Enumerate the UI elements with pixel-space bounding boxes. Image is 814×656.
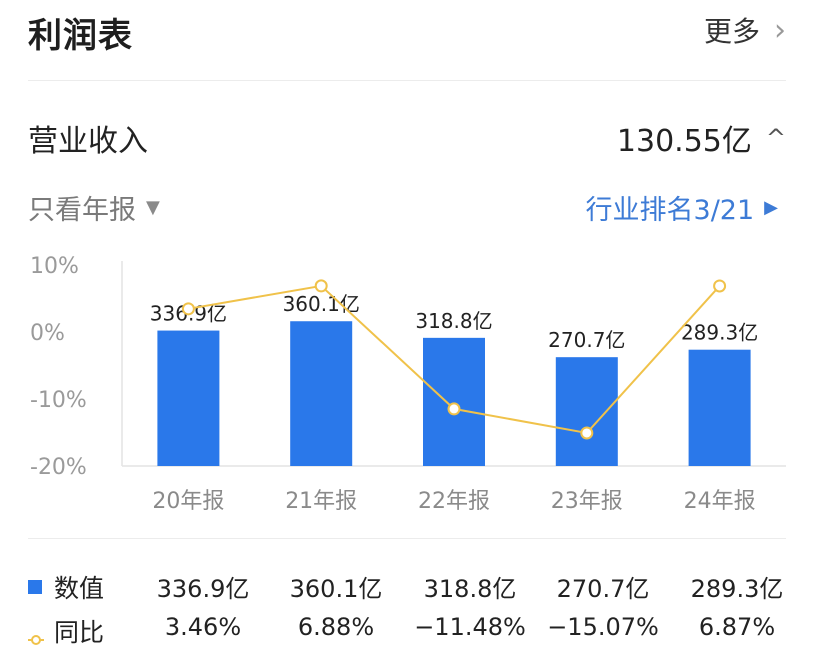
yoy-cell: −11.48% [414, 613, 526, 641]
industry-rank-link[interactable]: 行业排名3/21 ▶ [586, 188, 778, 227]
x-tick-label: 23年报 [551, 489, 623, 514]
yoy-point [713, 279, 727, 293]
bar-value-label: 318.8亿 [415, 309, 492, 333]
x-tick-label: 24年报 [684, 489, 756, 514]
metric-value: 130.55亿 [616, 124, 752, 159]
value-cell: 360.1亿 [289, 575, 383, 603]
metric-value-group[interactable]: 130.55亿 ^ [617, 116, 786, 160]
value-cell: 336.9亿 [156, 575, 250, 603]
y-tick-label: 0% [30, 321, 65, 346]
value-cell: 289.3亿 [690, 575, 784, 603]
x-tick-label: 20年报 [152, 489, 224, 514]
y-tick-label: -10% [30, 388, 87, 413]
data-legend-table: 数值 336.9亿 360.1亿 318.8亿 270.7亿 289.3亿 同比… [28, 538, 786, 647]
triangle-down-icon: ▼ [146, 197, 160, 218]
bar [423, 337, 485, 466]
rank-label: 行业排名3/21 [585, 195, 755, 226]
metric-label: 营业收入 [28, 124, 148, 159]
filter-label: 只看年报 [28, 195, 136, 226]
bar [157, 330, 220, 466]
line-dot-icon [28, 624, 44, 645]
legend-row-value: 数值 336.9亿 360.1亿 318.8亿 270.7亿 289.3亿 [28, 565, 786, 605]
x-tick-label: 22年报 [418, 489, 490, 514]
bar-square-icon [28, 580, 42, 594]
y-tick-label: 10% [30, 254, 79, 279]
legend-label: 同比 [54, 618, 105, 647]
bar-value-label: 360.1亿 [283, 292, 360, 316]
yoy-cell: 3.46% [164, 613, 242, 641]
bar-value-label: 289.3亿 [681, 321, 758, 345]
legend-key-yoy: 同比 [28, 613, 104, 649]
x-tick-label: 21年报 [285, 489, 357, 514]
metric-row[interactable]: 营业收入 130.55亿 ^ [28, 112, 786, 159]
legend-row-yoy: 同比 3.46% 6.88% −11.48% −15.07% 6.87% [28, 609, 786, 649]
bar [555, 357, 618, 466]
legend-label: 数值 [54, 574, 105, 603]
yoy-cell: −15.07% [547, 613, 659, 641]
filter-row: 只看年报 ▼ 行业排名3/21 ▶ [28, 188, 778, 228]
yoy-point [314, 279, 328, 293]
yoy-cell: 6.88% [297, 613, 375, 641]
more-button[interactable]: 更多 › [704, 10, 786, 50]
page-title: 利润表 [28, 16, 133, 56]
yoy-cell: 6.87% [698, 613, 776, 641]
value-cell: 270.7亿 [556, 575, 650, 603]
bar [688, 349, 751, 466]
legend-key-value: 数值 [28, 569, 104, 605]
value-cell: 318.8亿 [423, 575, 517, 603]
triangle-right-icon: ▶ [764, 197, 778, 218]
annual-report-filter[interactable]: 只看年报 ▼ [28, 188, 160, 227]
yoy-point [447, 402, 461, 416]
yoy-point [181, 302, 195, 316]
y-tick-label: -20% [30, 455, 87, 480]
bar-value-label: 270.7亿 [548, 328, 625, 352]
chevron-right-icon: › [774, 12, 786, 48]
revenue-chart[interactable]: 10%0%-10%-20%336.9亿20年报360.1亿21年报318.8亿2… [0, 240, 814, 530]
header: 利润表 更多 › [28, 0, 786, 81]
more-label: 更多 [703, 15, 760, 48]
yoy-point [580, 426, 594, 440]
bar [290, 321, 353, 466]
chevron-up-icon[interactable]: ^ [765, 124, 786, 152]
